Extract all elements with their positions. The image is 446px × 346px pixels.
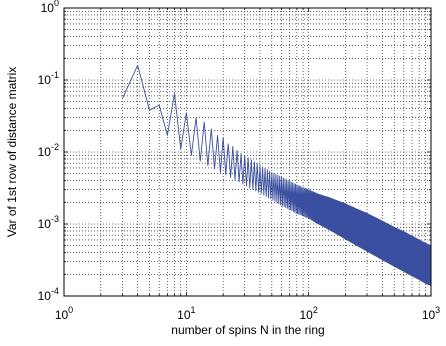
x-tick-label: 103 [422, 305, 440, 322]
y-axis-label: Var of 1st row of distance matrix [5, 67, 19, 238]
x-tick-label: 102 [299, 305, 317, 322]
x-tick-label: 100 [55, 305, 73, 322]
y-tick-label: 10-4 [38, 286, 59, 303]
series-layer [121, 64, 432, 286]
x-axis-label: number of spins N in the ring [171, 323, 324, 337]
y-tick-label: 100 [41, 0, 59, 15]
series-line [121, 64, 432, 286]
y-tick-label: 10-1 [38, 70, 59, 87]
y-tick-label: 10-2 [38, 142, 59, 159]
y-tick-labels: 10-4 10-3 10-2 10-1 100 [38, 0, 59, 303]
plot-frame [63, 7, 432, 297]
x-tick-labels: 100 101 102 103 [55, 305, 440, 322]
y-tick-label: 10-3 [38, 214, 59, 231]
x-tick-label: 101 [177, 305, 195, 322]
